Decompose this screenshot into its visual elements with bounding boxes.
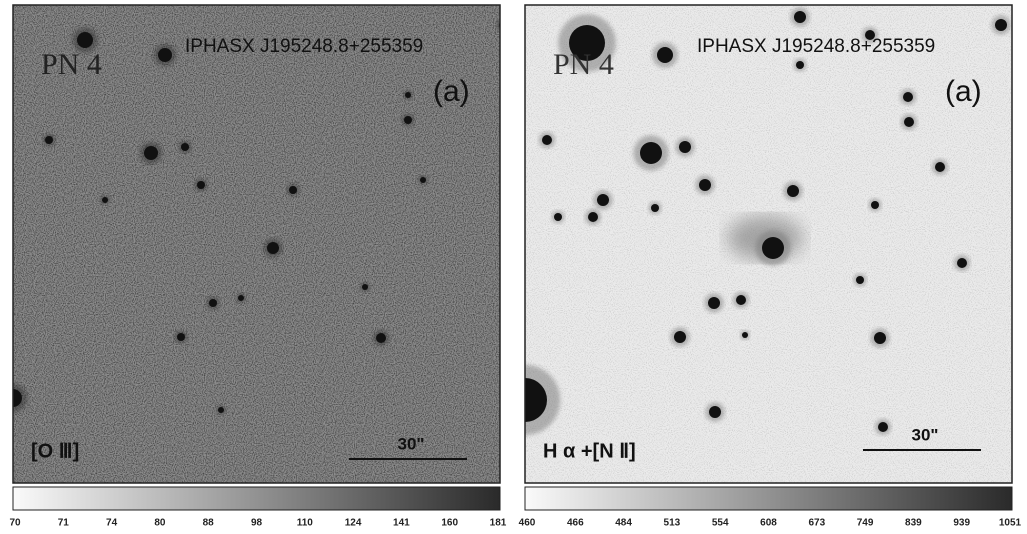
image-noise — [13, 5, 500, 483]
colorbar-tick-label: 460 — [519, 518, 536, 529]
scale-label: 30" — [398, 434, 425, 453]
image-panel: PN 4 IPHASX J195248.8+255359 (a) [O Ⅲ] 30" 70… — [9, 4, 507, 529]
colorbar-tick-label: 74 — [106, 518, 118, 529]
star — [404, 116, 412, 124]
colorbar-tick-label: 98 — [251, 518, 263, 529]
colorbar-tick-label: 608 — [760, 518, 777, 529]
star — [525, 378, 547, 422]
star — [856, 276, 864, 284]
star — [218, 407, 224, 413]
panel-tag: (a) — [945, 75, 982, 108]
star — [588, 212, 598, 222]
star — [362, 284, 368, 290]
colorbar-tick-label: 484 — [615, 518, 632, 529]
star-halo — [496, 19, 500, 31]
object-name: IPHASX J195248.8+255359 — [697, 36, 935, 57]
star — [957, 258, 967, 268]
image-border — [524, 4, 1013, 484]
star — [13, 389, 22, 407]
star — [874, 332, 886, 344]
image-border — [12, 4, 501, 484]
star — [376, 333, 386, 343]
object-label: PN 4 — [41, 48, 102, 81]
colorbar-tick-label: 80 — [154, 518, 166, 529]
star — [796, 61, 804, 69]
image-panel: PN 4 IPHASX J195248.8+255359 (a) H α +[N Ⅱ]… — [519, 4, 1022, 529]
star — [871, 201, 879, 209]
colorbar-tick-label: 673 — [808, 518, 825, 529]
colorbar-tick-label: 181 — [490, 518, 507, 529]
colorbar-tick-label: 70 — [9, 518, 21, 529]
colorbar-tick-label: 749 — [857, 518, 874, 529]
colorbar-tick-label: 939 — [953, 518, 970, 529]
star — [640, 142, 662, 164]
star — [45, 136, 53, 144]
colorbar-tick-label: 513 — [664, 518, 681, 529]
colorbar-tick-label: 110 — [297, 518, 314, 529]
object-name: IPHASX J195248.8+255359 — [185, 36, 423, 57]
star — [405, 92, 411, 98]
star — [935, 162, 945, 172]
star — [657, 47, 673, 63]
object-label: PN 4 — [553, 48, 614, 81]
colorbar-tick-label: 839 — [905, 518, 922, 529]
star — [679, 141, 691, 153]
star — [158, 48, 172, 62]
star — [542, 135, 552, 145]
star — [102, 197, 108, 203]
star — [267, 242, 279, 254]
star — [197, 181, 205, 189]
star — [709, 406, 721, 418]
star — [787, 185, 799, 197]
colorbar-tick-label: 554 — [712, 518, 729, 529]
star — [289, 186, 297, 194]
colorbar-tick-label: 1051 — [999, 518, 1022, 529]
star — [903, 92, 913, 102]
star — [77, 32, 93, 48]
stars — [13, 19, 500, 415]
star — [699, 179, 711, 191]
panel-tag: (a) — [433, 75, 470, 108]
star — [144, 146, 158, 160]
colorbar-tick-label: 160 — [441, 518, 458, 529]
star — [209, 299, 217, 307]
filter-label: H α +[N Ⅱ] — [543, 440, 636, 462]
stars — [525, 7, 1011, 436]
colorbar-tick-label: 71 — [58, 518, 70, 529]
colorbar-tick-label: 466 — [567, 518, 584, 529]
star — [762, 237, 784, 259]
star — [794, 11, 806, 23]
star — [597, 194, 609, 206]
star — [238, 295, 244, 301]
star — [865, 30, 875, 40]
colorbar — [524, 486, 1013, 511]
star — [651, 204, 659, 212]
filter-label: [O Ⅲ] — [31, 440, 79, 462]
scale-label: 30" — [912, 425, 939, 444]
colorbar-tick-label: 124 — [345, 518, 362, 529]
star — [569, 25, 605, 61]
star — [181, 143, 189, 151]
colorbar — [12, 486, 501, 511]
star — [736, 295, 746, 305]
star — [878, 422, 888, 432]
star — [177, 333, 185, 341]
star — [904, 117, 914, 127]
star — [995, 19, 1007, 31]
colorbar-tick-label: 88 — [203, 518, 215, 529]
star — [742, 332, 748, 338]
colorbar-tick-label: 141 — [393, 518, 410, 529]
star — [674, 331, 686, 343]
star — [420, 177, 426, 183]
star — [708, 297, 720, 309]
star — [554, 213, 562, 221]
